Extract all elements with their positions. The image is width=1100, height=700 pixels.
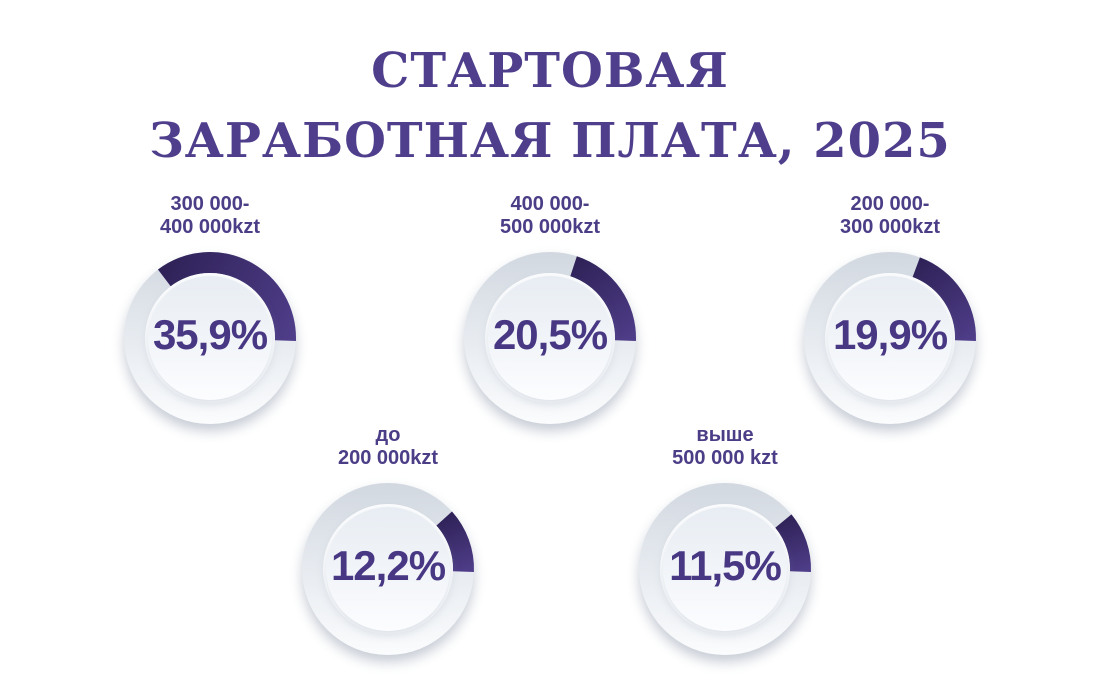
donut-value-label: 20,5%	[492, 311, 608, 358]
donut-group-2: 400 000- 500 000kzt 20,5%	[440, 193, 660, 425]
title-line-1: СТАРТОВАЯ	[371, 43, 729, 99]
donut-arc-segment	[570, 256, 637, 341]
donut-arc-segment	[436, 511, 475, 572]
donut-chart-2: 20,5%	[463, 251, 637, 425]
donut-chart-3: 19,9%	[803, 251, 977, 425]
donut-label-line: 200 000kzt	[337, 447, 439, 469]
donut-label-5: выше 500 000 kzt	[615, 424, 835, 470]
donut-value-label: 12,2%	[330, 542, 446, 589]
donut-arc-segment	[157, 251, 297, 341]
donut-label-1: 300 000- 400 000kzt	[100, 193, 320, 239]
donut-group-4: до 200 000kzt 12,2%	[278, 424, 498, 656]
donut-inner-disc	[488, 276, 612, 400]
title-line-2: ЗАРАБОТНАЯ ПЛАТА, 2025	[149, 113, 951, 169]
donut-group-1: 300 000- 400 000kzt 35,9%	[100, 193, 320, 425]
donut-chart-1: 35,9%	[123, 251, 297, 425]
donut-chart-5: 11,5%	[638, 482, 812, 656]
donut-group-3: 200 000- 300 000kzt 19,9%	[780, 193, 1000, 425]
donut-label-line: 400 000-	[510, 193, 590, 215]
donut-label-line: 500 000kzt	[499, 216, 601, 238]
donut-label-line: выше	[696, 424, 754, 446]
donut-label-line: 500 000 kzt	[672, 447, 778, 469]
donut-label-line: 300 000-	[170, 193, 250, 215]
donut-value-label: 35,9%	[152, 311, 268, 358]
donut-arc-segment	[912, 257, 977, 341]
donut-label-line: 400 000kzt	[159, 216, 261, 238]
donut-label-line: до	[375, 424, 401, 446]
donut-inner-disc	[828, 276, 952, 400]
donut-label-line: 200 000-	[850, 193, 930, 215]
donut-label-2: 400 000- 500 000kzt	[440, 193, 660, 239]
donut-value-label: 11,5%	[669, 542, 782, 589]
donut-group-5: выше 500 000 kzt 11,5%	[615, 424, 835, 656]
donut-inner-disc	[326, 507, 450, 631]
donut-chart-4: 12,2%	[301, 482, 475, 656]
donut-label-4: до 200 000kzt	[278, 424, 498, 470]
donut-inner-disc	[148, 276, 272, 400]
donut-inner-disc	[663, 507, 787, 631]
donut-label-line: 300 000kzt	[839, 216, 941, 238]
donut-arc-segment	[775, 514, 812, 572]
page-title: СТАРТОВАЯ ЗАРАБОТНАЯ ПЛАТА, 2025	[0, 36, 1100, 176]
donut-value-label: 19,9%	[832, 311, 948, 358]
donut-label-3: 200 000- 300 000kzt	[780, 193, 1000, 239]
